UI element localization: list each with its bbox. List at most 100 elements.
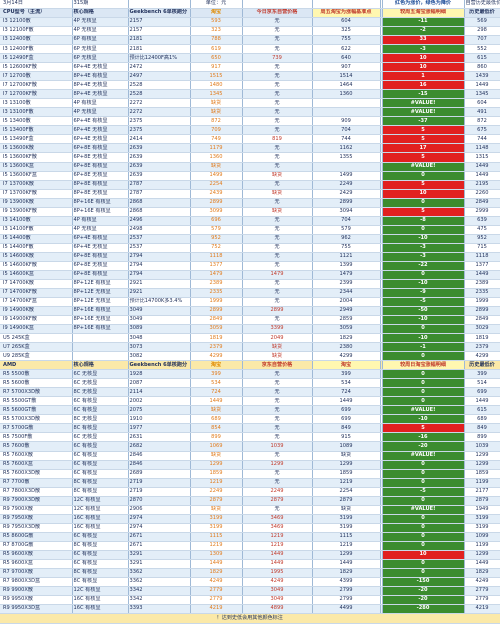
spec-cell: 6P+8E 有核显 xyxy=(72,143,129,154)
delta-cell: 5 xyxy=(382,423,465,434)
amd-row: R9 7900X散 12C 有核显 2906 缺货无缺货 #VALUE! 1949 xyxy=(0,505,500,515)
gap-a xyxy=(380,71,383,82)
model-cell: I7 12700KF散 xyxy=(0,80,73,91)
score-cell: 2639 xyxy=(128,143,191,154)
base-cell: 2799 xyxy=(312,586,381,597)
jd-cell: 739 xyxy=(242,53,313,64)
jd-cell: 3049 xyxy=(242,586,313,597)
gap-a xyxy=(380,297,383,308)
gap-a xyxy=(380,378,383,389)
low-cell: 1949 xyxy=(464,505,500,515)
delta-cell: 17 xyxy=(382,143,465,154)
gap-a xyxy=(380,523,383,533)
taobao-cell: 724 xyxy=(190,387,243,398)
base-cell: 1829 xyxy=(312,568,381,578)
gap-a xyxy=(380,532,383,542)
delta-cell: 0 xyxy=(382,514,465,524)
intel-row: I7 14700KF盒 8P+12E 无核显 预计比14700K多3.4% 1999 无… xyxy=(0,297,500,308)
gap-a xyxy=(380,595,383,606)
model-cell: I7 12700KF散 xyxy=(0,89,73,100)
amd-row: R5 9600X盒 6C 有核显 3291 1449 1449 1449 0 1449 xyxy=(0,559,500,569)
intel-row: I5 14600K散 6P+8E 有核显 2794 1118 无 1121 -3 1118 xyxy=(0,252,500,262)
taobao-cell: 788 xyxy=(190,35,243,46)
spec-cell: 6C 有核显 xyxy=(72,559,129,569)
delta-cell: -3 xyxy=(382,252,465,262)
delta-cell: 0 xyxy=(382,496,465,506)
intel-row: I5 14600K盒 6P+8E 有核显 2794 1479 1479 1479 0 1449 xyxy=(0,270,500,280)
spec-cell: 8P+12E 有核显 xyxy=(72,279,129,289)
taobao-cell: 696 xyxy=(190,216,243,226)
taobao-cell: 2389 xyxy=(190,279,243,289)
spec-cell: 8C 无核显 xyxy=(72,414,129,425)
score-cell: 2639 xyxy=(128,152,191,163)
gap-a xyxy=(380,423,383,434)
model-cell: I5 13600K散 xyxy=(0,143,73,154)
gap-a xyxy=(380,405,383,416)
low-cell: 2899 xyxy=(464,306,500,317)
delta-cell: 0 xyxy=(382,225,465,235)
gap-a xyxy=(380,604,383,615)
gap-a xyxy=(380,53,383,64)
model-cell: I5 14600K散 xyxy=(0,252,73,262)
base-cell: 909 xyxy=(312,116,381,127)
intel-row: I5 13600K盒 6P+8E 有核显 2639 缺货无 #VALUE! 1449 xyxy=(0,162,500,172)
low-cell: 1819 xyxy=(464,333,500,344)
amd-row: R9 7950X散 16C 有核显 2974 3199 3469 3199 0 3199 xyxy=(0,514,500,524)
taobao-cell: 1819 xyxy=(190,333,243,344)
model-cell: U7 265K盒 xyxy=(0,342,73,353)
jd-cell: 无 xyxy=(242,98,313,109)
score-cell: 3342 xyxy=(128,586,191,597)
intel-row: I9 14900K盒 8P+16E 有核显 3089 3059 3399 3059 0 302… xyxy=(0,324,500,335)
delta-cell: -8 xyxy=(382,216,465,226)
jd-cell: 无 xyxy=(242,44,313,55)
jd-cell: 无 xyxy=(242,234,313,244)
delta-cell: #VALUE! xyxy=(382,405,465,416)
base-cell: 755 xyxy=(312,243,381,253)
low-cell: 569 xyxy=(464,17,500,28)
low-cell: 1118 xyxy=(464,252,500,262)
intel-row: I5 14400散 6P+4E 有核显 2537 952 无 962 -10 952 xyxy=(0,234,500,244)
low-cell: 3199 xyxy=(464,523,500,533)
base-cell: 4499 xyxy=(312,604,381,615)
amd-row: R9 9950X3D盒 16C 有核显 3393 4219 4899 4499 -280 42… xyxy=(0,604,500,615)
jd-cell: 无 xyxy=(242,26,313,37)
gap-a xyxy=(380,80,383,91)
delta-cell: #VALUE! xyxy=(382,451,465,461)
base-cell: 3199 xyxy=(312,523,381,533)
score-cell: Geekbench 6单核跑分 xyxy=(128,8,191,19)
jd-cell: 京东自营价格 xyxy=(242,360,313,371)
intel-row: I5 13600KF散 6P+8E 无核显 2639 1360 无 1355 5 1315 xyxy=(0,152,500,163)
base-cell: 1121 xyxy=(312,252,381,262)
delta-cell: 0 xyxy=(382,523,465,533)
gap-a xyxy=(380,351,383,362)
intel-row: U7 265K盒 3073 2379 缺货 2380 -1 2379 xyxy=(0,342,500,353)
base-cell: 1360 xyxy=(312,89,381,100)
model-cell: R9 9950X3D盒 xyxy=(0,604,73,615)
model-cell: I9 14900K盒 xyxy=(0,324,73,335)
score-cell: 1928 xyxy=(128,369,191,380)
jd-cell: 1449 xyxy=(242,550,313,560)
spec-cell: 4P 无核显 xyxy=(72,225,129,235)
amd-row: R5 5500散 6C 无核显 1928 399 无 399 0 399 xyxy=(0,369,500,380)
model-cell: I5 13600K盒 xyxy=(0,162,73,172)
score-cell: 2114 xyxy=(128,387,191,398)
low-cell: 675 xyxy=(464,125,500,136)
intel-row: I5 13400散 6P+4E 有核显 2375 872 无 909 -37 872 xyxy=(0,116,500,127)
low-cell: 1345 xyxy=(464,89,500,100)
delta-cell: 0 xyxy=(382,559,465,569)
score-cell: 预计比14700K多3.4% xyxy=(128,297,191,308)
model-cell: I3 13100F散 xyxy=(0,107,73,118)
score-cell: 2181 xyxy=(128,44,191,55)
amd-row: R5 7600X散 6C 有核显 2846 缺货无缺货 #VALUE! 1299 xyxy=(0,451,500,461)
model-cell: R9 7900X散 xyxy=(0,505,73,515)
low-cell: 1099 xyxy=(464,532,500,542)
taobao-cell: 323 xyxy=(190,26,243,37)
gap-a xyxy=(380,559,383,569)
low-cell: 2177 xyxy=(464,487,500,497)
jd-cell: 缺货 xyxy=(242,207,313,217)
low-cell: 1039 xyxy=(464,441,500,452)
taobao-cell: 3099 xyxy=(190,207,243,217)
taobao-cell: 缺货 xyxy=(190,162,243,172)
score-cell: 预计比12400F高1% xyxy=(128,53,191,64)
intel-row: I9 13900K散 8P+16E 有核显 2868 2899 无 2899 0 2849 xyxy=(0,198,500,208)
